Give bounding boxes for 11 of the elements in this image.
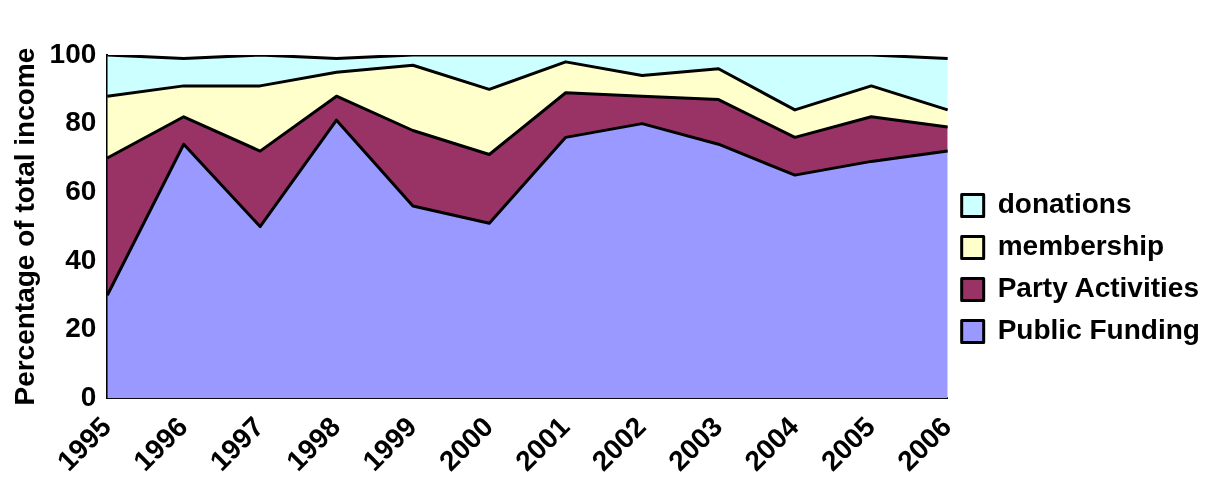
legend-label: Party Activities <box>997 272 1199 304</box>
y-tick-label: 40 <box>65 243 97 275</box>
legend-label: membership <box>997 230 1165 262</box>
legend-label: Public Funding <box>997 314 1200 346</box>
y-tick-label: 100 <box>49 37 97 69</box>
legend-label: donations <box>997 188 1132 220</box>
y-tick-label: 20 <box>65 312 97 344</box>
y-axis-title: Percentage of total income <box>8 47 40 406</box>
y-tick-label: 0 <box>80 380 97 412</box>
y-tick-label: 60 <box>65 175 97 206</box>
y-tick-label: 80 <box>65 106 97 138</box>
